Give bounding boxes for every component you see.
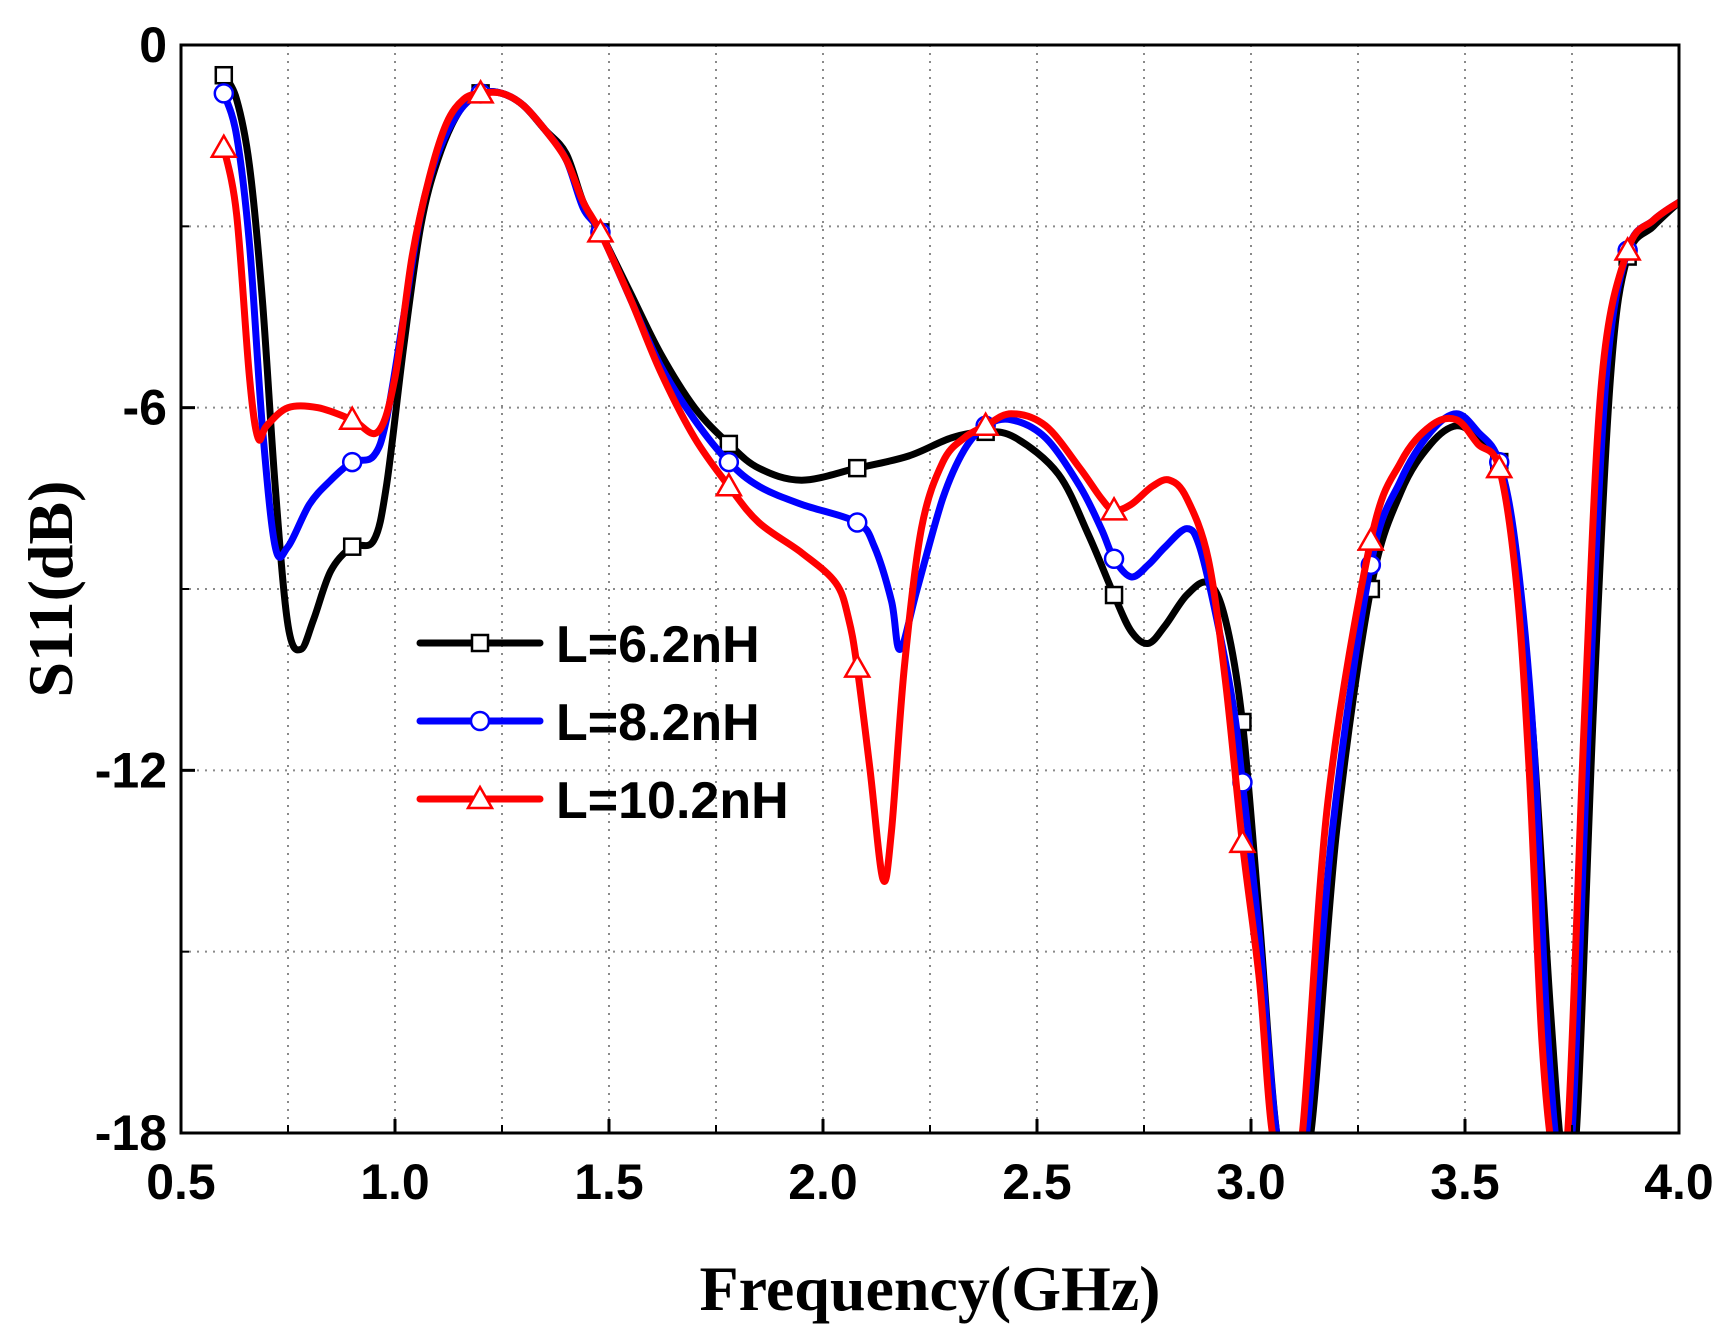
y-tick-label: -6: [123, 380, 167, 436]
x-tick-label: 1.0: [360, 1154, 430, 1210]
series-marker: [209, 133, 238, 159]
series-marker: [338, 405, 367, 431]
series-line: [220, 87, 1679, 1133]
series-marker: [342, 537, 362, 556]
x-tick-label: 4.0: [1644, 1154, 1714, 1210]
legend-marker: [470, 633, 490, 653]
series-line: [220, 88, 1679, 1133]
grid: [181, 45, 1679, 1133]
series-marker: [719, 434, 739, 454]
y-tick-label: -12: [95, 742, 167, 798]
series-marker: [843, 653, 872, 678]
legend-label: L=10.2nH: [556, 772, 789, 830]
series-marker: [1485, 453, 1514, 479]
series-group: [209, 65, 1679, 1133]
series-marker: [1613, 235, 1642, 261]
legend-marker: [469, 710, 491, 732]
series-marker: [1228, 828, 1257, 854]
y-tick-label: 0: [139, 17, 167, 73]
series-L=6.2nH: [214, 65, 1679, 1133]
series-marker: [714, 471, 743, 497]
x-tick-label: 0.5: [146, 1154, 216, 1210]
series-marker: [1099, 495, 1129, 521]
x-tick-label: 1.5: [574, 1154, 644, 1210]
series-marker: [213, 83, 235, 104]
series-marker: [214, 65, 234, 85]
y-axis-title: S11(dB): [15, 481, 86, 698]
series-marker: [1103, 548, 1125, 570]
legend: L=6.2nH L=8.2nH L=10.2nH: [416, 616, 789, 830]
x-tick-label: 2.5: [1002, 1154, 1072, 1210]
legend-marker: [465, 784, 495, 810]
series-L=8.2nH: [213, 83, 1679, 1133]
ticks: 0.5 1.0 1.5 2.0 2.5 3.0 3.5 4.0 0 -6 -12 -18: [95, 17, 1714, 1210]
series-marker: [586, 217, 615, 243]
series-marker: [1104, 585, 1124, 605]
series-marker: [341, 451, 363, 473]
series-marker: [846, 512, 868, 533]
x-tick-label: 2.0: [788, 1154, 858, 1210]
x-tick-label: 3.0: [1216, 1154, 1286, 1210]
legend-label: L=8.2nH: [556, 694, 760, 752]
x-axis-title: Frequency(GHz): [700, 1253, 1161, 1324]
series-line: [220, 71, 1679, 1133]
legend-label: L=6.2nH: [556, 616, 760, 674]
series-marker: [466, 78, 495, 104]
x-tick-label: 3.5: [1430, 1154, 1500, 1210]
series-marker: [971, 411, 1000, 437]
series-marker: [1356, 526, 1385, 551]
series-marker: [718, 451, 740, 473]
y-tick-label: -18: [95, 1105, 167, 1161]
series-marker: [847, 458, 867, 478]
series-L=10.2nH: [209, 78, 1679, 1133]
